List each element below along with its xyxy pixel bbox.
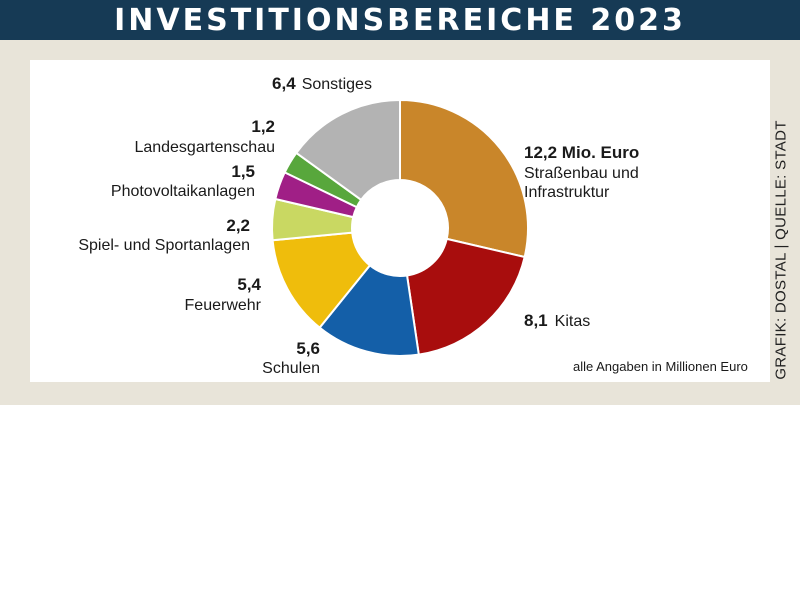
category-label-strassenbau-line1: Straßenbau und (524, 165, 639, 182)
title-bar: INVESTITIONSBEREICHE 2023 (0, 0, 800, 40)
value-label-schulen: 5,6 (296, 339, 320, 358)
donut-slices (271, 98, 529, 357)
category-label-spielsport: Spiel- und Sportanlagen (78, 237, 250, 254)
source-credit: GRAFIK: DOSTAL | QUELLE: STADT (772, 120, 790, 380)
value-label-kitas: 8,1 (524, 311, 548, 330)
donut-slice-0 (399, 98, 529, 259)
label-sonstiges: 6,4 Sonstiges (272, 74, 372, 93)
value-label-feuerwehr: 5,4 (237, 275, 261, 294)
category-label-photovoltaik: Photovoltaikanlagen (111, 183, 255, 200)
units-note: alle Angaben in Millionen Euro (573, 359, 748, 374)
chart-title: INVESTITIONSBEREICHE 2023 (114, 2, 686, 38)
category-label-strassenbau-line2: Infrastruktur (524, 184, 610, 201)
value-label-strassenbau: 12,2 Mio. Euro (524, 143, 639, 162)
category-label-schulen: Schulen (262, 360, 320, 377)
category-label-kitas: Kitas (555, 313, 591, 330)
category-label-sonstiges: Sonstiges (302, 76, 372, 93)
donut-slice-1 (405, 237, 526, 356)
donut-slice-7 (294, 98, 401, 202)
value-label-sonstiges: 6,4 (272, 74, 296, 93)
value-label-spielsport: 2,2 (226, 216, 250, 235)
label-kitas: 8,1 Kitas (524, 311, 590, 330)
category-label-feuerwehr: Feuerwehr (185, 297, 262, 314)
value-label-photovoltaik: 1,5 (231, 162, 255, 181)
category-label-landesgartenschau: Landesgartenschau (134, 139, 275, 156)
value-label-landesgartenschau: 1,2 (251, 117, 275, 136)
donut-slice-2 (318, 263, 420, 357)
